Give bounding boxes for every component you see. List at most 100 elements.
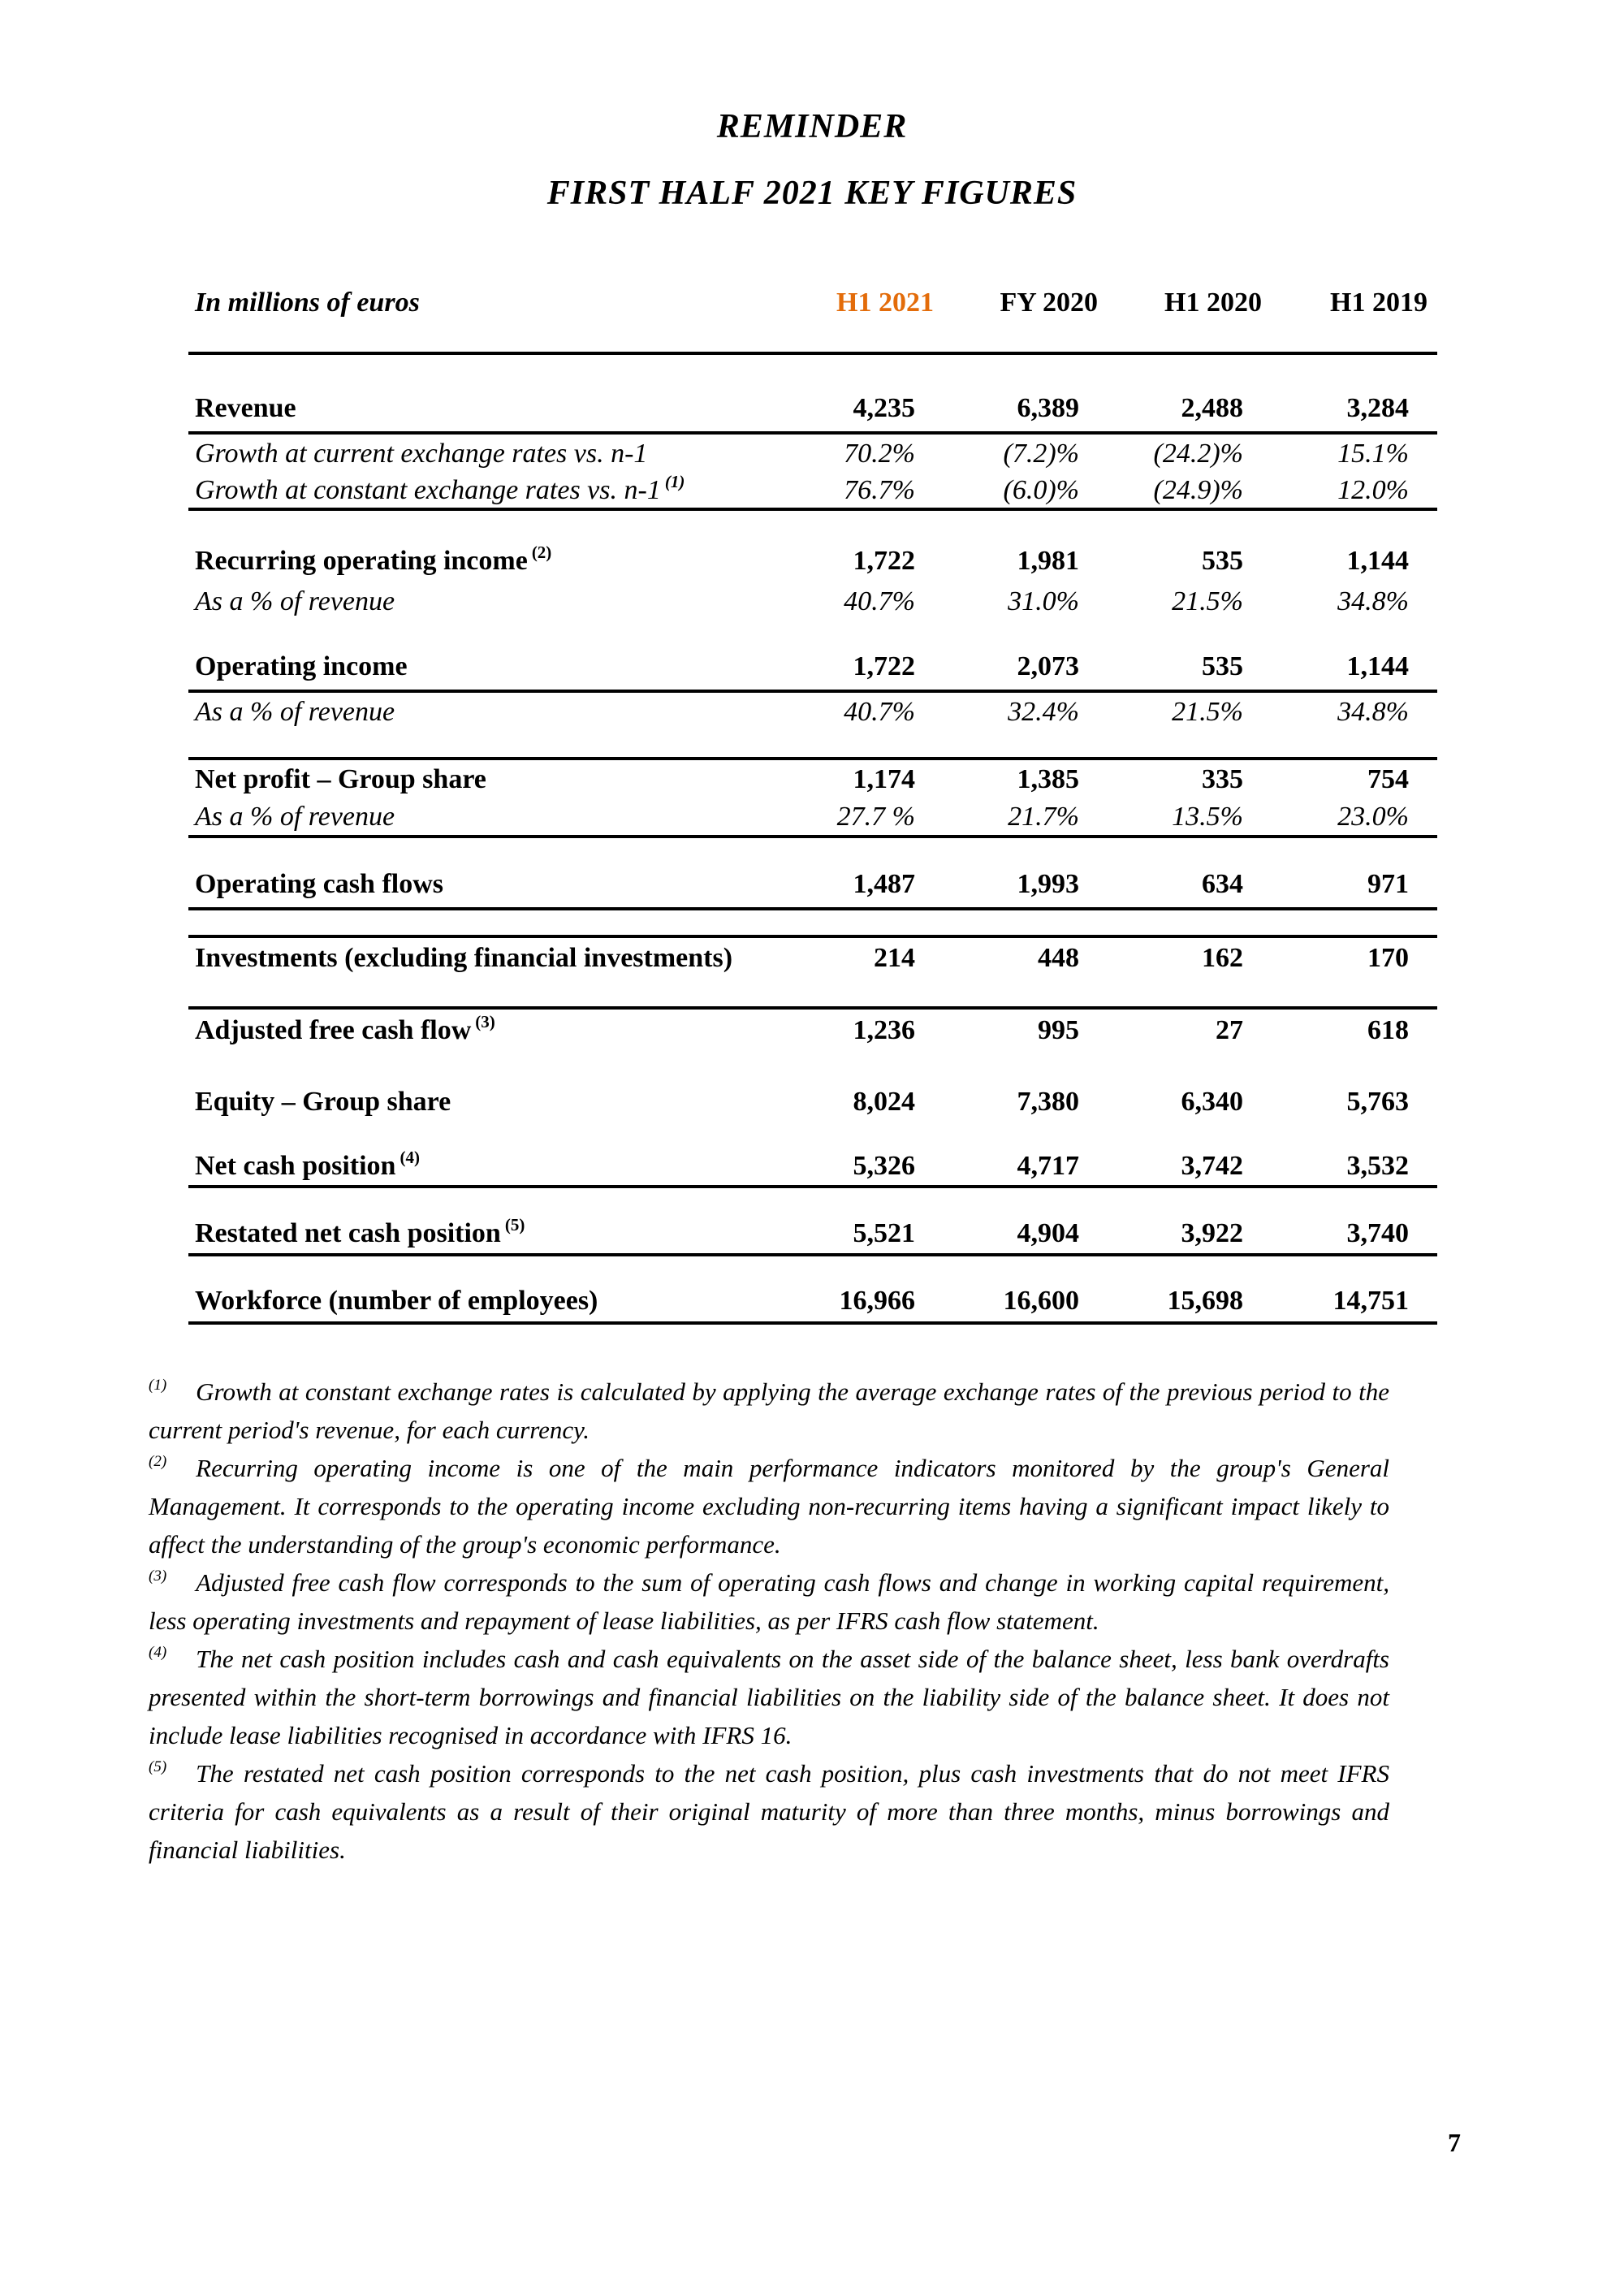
cell-h1-2020: 634 <box>1202 869 1243 899</box>
table-row-equity: Equity – Group share 8,024 7,380 6,340 5… <box>188 1081 1437 1123</box>
cell-fy-2020: 21.7% <box>1008 802 1079 832</box>
footnote-5-text: The restated net cash position correspon… <box>149 1759 1389 1864</box>
row-label: Adjusted free cash flow (3) <box>188 1013 781 1049</box>
key-figures-table: In millions of euros H1 2021 FY 2020 H1 … <box>188 268 1437 1325</box>
column-header-h1-2019: H1 2019 <box>1330 288 1427 318</box>
row-label: Net profit – Group share <box>195 764 486 794</box>
cell-h1-2021: 5,521 <box>853 1218 916 1248</box>
row-label-text: Recurring operating income <box>195 546 528 576</box>
cell-h1-2021: 1,174 <box>853 764 916 794</box>
cell-h1-2021: 1,722 <box>853 546 916 576</box>
cell-fy-2020: 6,389 <box>1017 393 1080 423</box>
cell-h1-2020: (24.2)% <box>1153 438 1243 469</box>
page-title-reminder: REMINDER <box>716 108 908 145</box>
footnote-1: (1) Growth at constant exchange rates is … <box>149 1373 1389 1449</box>
table-row-investments: Investments (excluding financial investm… <box>188 938 1437 979</box>
cell-h1-2019: 12.0% <box>1337 475 1409 505</box>
cell-h1-2020: 162 <box>1202 943 1243 973</box>
cell-h1-2021: 214 <box>874 943 915 973</box>
footnote-4-marker: (4) <box>149 1644 167 1661</box>
cell-h1-2019: 1,144 <box>1346 651 1410 681</box>
footnote-5: (5) The restated net cash position corres… <box>149 1754 1389 1869</box>
cell-h1-2020: 3,922 <box>1181 1218 1244 1248</box>
table-spacer-row <box>188 1188 1437 1214</box>
table-row-growth-current: Growth at current exchange rates vs. n-1… <box>188 435 1437 473</box>
table-row-workforce: Workforce (number of employees) 16,966 1… <box>188 1281 1437 1325</box>
footnote-ref-2: (2) <box>531 543 552 562</box>
cell-h1-2020: 15,698 <box>1167 1286 1244 1316</box>
table-spacer-row <box>188 1052 1437 1081</box>
table-row-as-pct-revenue-1: As a % of revenue 40.7% 31.0% 21.5% 34.8… <box>188 582 1437 620</box>
footnote-3-text: Adjusted free cash flow corresponds to t… <box>149 1568 1389 1635</box>
row-label: Operating cash flows <box>195 869 443 899</box>
cell-h1-2021: 40.7% <box>844 696 915 727</box>
cell-fy-2020: 7,380 <box>1017 1087 1080 1117</box>
table-row-operating-cash-flows: Operating cash flows 1,487 1,993 634 971 <box>188 838 1437 910</box>
table-spacer-row <box>188 1256 1437 1281</box>
row-label: Operating income <box>195 651 408 681</box>
cell-h1-2020: (24.9)% <box>1153 475 1243 505</box>
table-header-row: In millions of euros H1 2021 FY 2020 H1 … <box>188 268 1437 355</box>
footnote-2-text: Recurring operating income is one of the… <box>149 1454 1389 1559</box>
cell-h1-2019: 23.0% <box>1337 802 1409 832</box>
table-row-restated-net-cash-position: Restated net cash position (5) 5,521 4,90… <box>188 1214 1437 1256</box>
cell-h1-2020: 21.5% <box>1172 696 1243 727</box>
table-spacer-row <box>188 910 1437 938</box>
cell-fy-2020: 1,385 <box>1017 764 1080 794</box>
cell-h1-2021: 1,487 <box>853 869 916 899</box>
cell-h1-2021: 8,024 <box>853 1087 916 1117</box>
column-header-h1-2020: H1 2020 <box>1164 288 1262 318</box>
cell-fy-2020: 16,600 <box>1003 1286 1080 1316</box>
cell-h1-2020: 2,488 <box>1181 393 1244 423</box>
table-row-as-pct-revenue-3: As a % of revenue 27.7 % 21.7% 13.5% 23.… <box>188 799 1437 838</box>
cell-fy-2020: (7.2)% <box>1003 438 1079 469</box>
footnote-1-marker: (1) <box>149 1377 167 1394</box>
row-label: Revenue <box>195 393 296 423</box>
cell-h1-2020: 535 <box>1202 546 1243 576</box>
cell-fy-2020: 995 <box>1038 1015 1079 1045</box>
table-row-as-pct-revenue-2: As a % of revenue 40.7% 32.4% 21.5% 34.8… <box>188 693 1437 731</box>
cell-h1-2020: 535 <box>1202 651 1243 681</box>
cell-h1-2019: 170 <box>1367 943 1409 973</box>
table-spacer-row <box>188 731 1437 760</box>
footnote-1-text: Growth at constant exchange rates is cal… <box>149 1377 1389 1444</box>
cell-fy-2020: (6.0)% <box>1003 475 1079 505</box>
table-row-growth-constant: Growth at constant exchange rates vs. n-… <box>188 473 1437 511</box>
cell-h1-2019: 14,751 <box>1332 1286 1410 1316</box>
cell-fy-2020: 2,073 <box>1017 651 1080 681</box>
page-number: 7 <box>1448 2128 1461 2157</box>
footnote-5-marker: (5) <box>149 1758 167 1775</box>
footnote-2: (2) Recurring operating income is one of … <box>149 1449 1389 1563</box>
footnote-ref-3: (3) <box>475 1012 495 1031</box>
row-label-text: Restated net cash position <box>195 1218 501 1248</box>
row-label: Growth at constant exchange rates vs. n-… <box>188 473 781 508</box>
table-row-revenue: Revenue 4,235 6,389 2,488 3,284 <box>188 355 1437 435</box>
column-header-h1-2021: H1 2021 <box>836 288 934 318</box>
cell-fy-2020: 1,993 <box>1017 869 1080 899</box>
footnote-ref-1: (1) <box>664 472 685 491</box>
cell-h1-2021: 1,236 <box>853 1015 916 1045</box>
cell-h1-2021: 5,326 <box>853 1151 916 1181</box>
row-label: Restated net cash position (5) <box>188 1216 781 1252</box>
row-label: Recurring operating income (2) <box>188 543 781 579</box>
row-label-text: Adjusted free cash flow <box>195 1015 472 1045</box>
cell-h1-2019: 971 <box>1367 869 1409 899</box>
row-label: Net cash position (4) <box>188 1148 781 1184</box>
cell-h1-2019: 34.8% <box>1337 696 1409 727</box>
unit-label: In millions of euros <box>195 288 420 318</box>
footnote-ref-4: (4) <box>400 1148 420 1167</box>
row-label: Equity – Group share <box>195 1087 451 1117</box>
row-label: As a % of revenue <box>195 586 395 616</box>
cell-h1-2021: 76.7% <box>844 475 915 505</box>
cell-h1-2021: 70.2% <box>844 438 915 469</box>
cell-h1-2019: 754 <box>1367 764 1409 794</box>
cell-h1-2019: 3,740 <box>1346 1218 1410 1248</box>
footnote-4: (4) The net cash position includes cash a… <box>149 1640 1389 1754</box>
row-label-text: Net cash position <box>195 1151 396 1181</box>
table-spacer-row <box>188 1123 1437 1148</box>
table-row-net-profit: Net profit – Group share 1,174 1,385 335… <box>188 760 1437 799</box>
footnote-ref-5: (5) <box>504 1215 525 1234</box>
cell-fy-2020: 32.4% <box>1008 696 1079 727</box>
cell-h1-2019: 3,284 <box>1346 393 1410 423</box>
